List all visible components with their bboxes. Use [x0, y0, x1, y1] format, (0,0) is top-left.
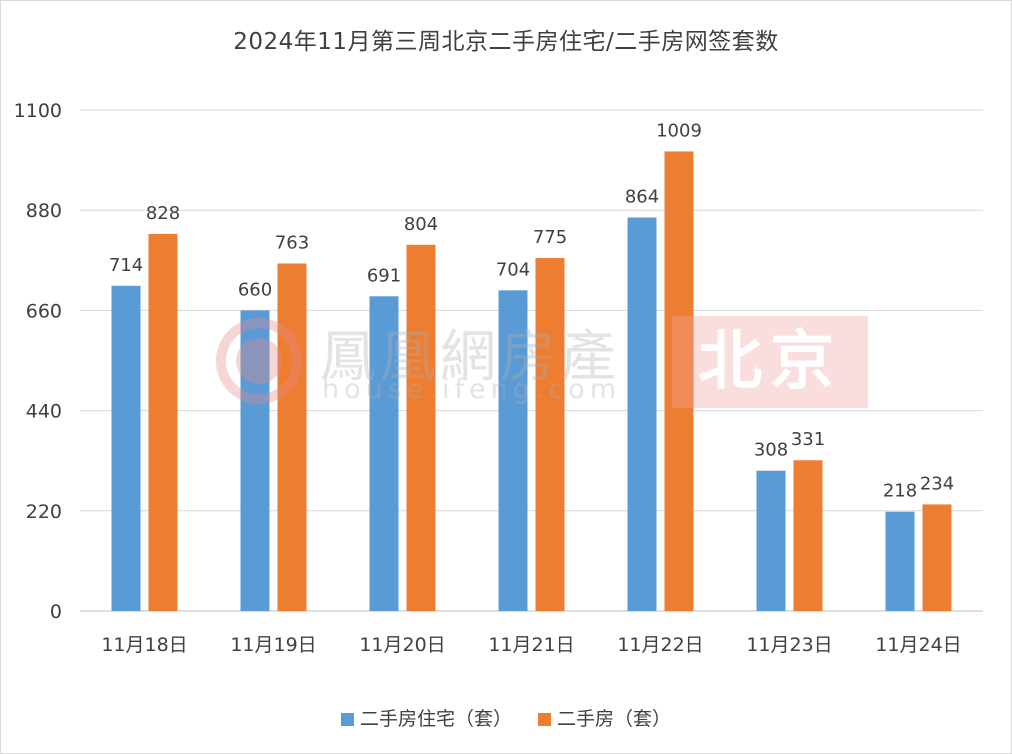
data-label: 763 — [275, 232, 309, 253]
bar — [922, 504, 952, 611]
y-tick-label: 1100 — [14, 100, 62, 122]
legend-swatch-resident — [340, 713, 354, 726]
legend-label-total: 二手房（套） — [557, 708, 672, 730]
data-label: 234 — [920, 473, 954, 494]
data-label: 660 — [238, 279, 272, 300]
bar — [885, 511, 915, 611]
bar — [756, 470, 786, 611]
bar — [793, 460, 823, 611]
bar — [664, 151, 694, 612]
data-label: 864 — [625, 186, 659, 207]
x-category-label: 11月23日 — [746, 634, 832, 656]
legend-item-total: 二手房（套） — [538, 704, 671, 731]
x-category-label: 11月20日 — [359, 634, 445, 656]
data-label: 714 — [109, 255, 143, 276]
y-tick-label: 660 — [26, 300, 62, 322]
data-label: 691 — [367, 265, 401, 286]
x-category-label: 11月18日 — [101, 634, 187, 656]
y-axis: 0 220 440 660 880 1100 — [14, 100, 62, 623]
data-label: 218 — [883, 481, 917, 502]
bar — [148, 233, 178, 611]
x-category-label: 11月19日 — [230, 634, 316, 656]
bar — [406, 244, 436, 611]
legend-label-resident: 二手房住宅（套） — [359, 708, 512, 730]
y-tick-label: 220 — [26, 501, 62, 523]
x-category-label: 11月22日 — [617, 634, 703, 656]
x-category-label: 11月21日 — [488, 634, 574, 656]
x-axis: 11月18日 11月19日 11月20日 11月21日 11月22日 11月23日 11月2… — [101, 634, 961, 656]
bar — [498, 290, 528, 611]
bar — [111, 285, 141, 611]
watermark: 鳳凰網房產 house.ifeng.com 北京 — [210, 312, 870, 412]
data-label: 1009 — [656, 120, 702, 141]
x-category-label: 11月24日 — [875, 634, 961, 656]
data-label: 775 — [533, 227, 567, 248]
gridlines — [80, 109, 983, 612]
data-label: 828 — [146, 203, 180, 224]
bar — [535, 258, 565, 611]
legend-swatch-total — [538, 713, 552, 726]
y-tick-label: 880 — [26, 200, 62, 222]
data-label: 804 — [404, 214, 438, 235]
legend-item-resident: 二手房住宅（套） — [340, 704, 512, 731]
legend: 二手房住宅（套） 二手房（套） — [0, 704, 1012, 731]
data-label: 704 — [496, 259, 530, 280]
watermark-city: 北京 — [672, 316, 868, 408]
bar — [369, 296, 399, 611]
data-label: 308 — [754, 440, 788, 461]
bar — [627, 217, 657, 611]
y-tick-label: 440 — [26, 401, 62, 423]
data-label: 331 — [791, 429, 825, 450]
watermark-brand: 鳳凰網房產 — [320, 325, 620, 390]
ifeng-logo-core — [236, 338, 282, 384]
bar — [277, 263, 307, 611]
bars — [111, 151, 952, 612]
watermark-site: house.ifeng.com — [322, 374, 622, 405]
ifeng-logo-icon — [216, 318, 302, 404]
chart-title: 2024年11月第三周北京二手房住宅/二手房网签套数 — [233, 29, 779, 55]
y-tick-label: 0 — [50, 601, 62, 623]
